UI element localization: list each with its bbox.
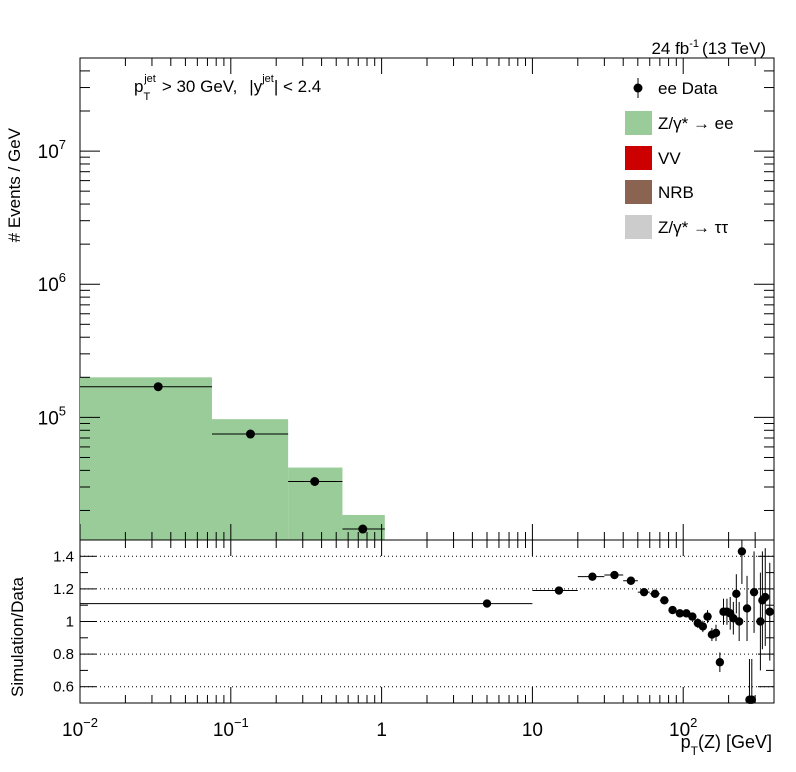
ratio-point [610, 570, 619, 580]
ratio-y-tick-label: 1.4 [53, 548, 74, 565]
legend-swatch [625, 111, 652, 135]
legend-label: ee Data [658, 79, 718, 98]
ratio-point [698, 622, 708, 631]
x-axis-label: pT(Z) [GeV] [681, 732, 772, 758]
mc-bin [80, 377, 212, 540]
ratio-point [761, 592, 770, 602]
ratio-panel: 0.6 0.8 1 1.2 1.4 10−2 10−1 1 10 102 Simulation/… [8, 539, 775, 758]
data-point [245, 429, 255, 439]
ratio-point [749, 587, 759, 597]
x-tick-label: 10−1 [213, 715, 249, 741]
ratio-point [732, 589, 741, 598]
legend-label: Z/γ* → ee [658, 114, 734, 133]
ratio-point [554, 586, 564, 595]
legend-label: Z/γ* → ττ [658, 218, 728, 237]
x-tick-label: 10 [522, 720, 543, 741]
ratio-point [482, 599, 492, 608]
ratio-point [711, 628, 721, 638]
legend-swatch [625, 215, 652, 239]
data-point [310, 476, 320, 486]
ratio-point [688, 612, 697, 621]
y-axis-label-ratio: Simulation/Data [8, 576, 27, 697]
y-tick-label: 107 [38, 137, 66, 163]
legend-swatch [625, 146, 652, 170]
mc-bin [211, 419, 289, 540]
ratio-point [765, 607, 774, 616]
ratio-point [639, 587, 649, 597]
x-tick-label: 1 [376, 720, 387, 741]
ratio-point [747, 695, 756, 704]
data-point [153, 382, 163, 392]
ratio-y-tick-label: 1 [66, 614, 74, 631]
ratio-point [660, 596, 669, 605]
ratio-point [734, 617, 744, 626]
ratio-y-tick-label: 1.2 [53, 581, 74, 598]
y-tick-label: 106 [38, 270, 66, 296]
main-panel: 105 106 107 # Events / GeV pTjet > 30 GeV, |… [5, 57, 775, 541]
x-tick-label: 102 [669, 715, 697, 741]
ratio-point [626, 576, 636, 585]
cut-label: pTjet > 30 GeV, |yjet| < 2.4 [134, 73, 321, 103]
ratio-point [737, 547, 747, 556]
ratio-point [668, 605, 677, 615]
ratio-y-tick-label: 0.6 [53, 679, 74, 696]
y-axis-label-main: # Events / GeV [5, 127, 24, 242]
ratio-point [715, 658, 725, 667]
ratio-y-tick-label: 0.8 [53, 646, 74, 663]
ratio-point [588, 572, 597, 581]
legend-swatch [625, 180, 652, 204]
ratio-point [650, 589, 660, 598]
ratio-point [703, 612, 712, 621]
legend-label: NRB [658, 183, 694, 202]
y-tick-label: 105 [38, 403, 66, 429]
ratio-point [675, 609, 685, 618]
x-tick-label: 10−2 [62, 715, 98, 741]
legend: ee Data Z/γ* → ee VV NRB Z/γ* → ττ [625, 78, 734, 239]
ratio-point [742, 604, 752, 613]
lumi-label: 24 fb-1 (13 TeV) [651, 38, 766, 58]
legend-label: VV [658, 149, 681, 168]
legend-marker-point [633, 83, 643, 93]
data-point [358, 524, 368, 534]
